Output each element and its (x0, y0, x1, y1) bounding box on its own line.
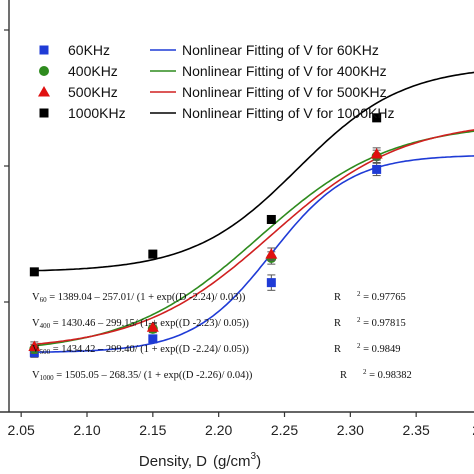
point-60KHz (148, 334, 158, 344)
legend-fit-label-1000KHz: Nonlinear Fitting of V for 1000KHz (182, 105, 394, 121)
x-axis-label-unit-exp: 3 (251, 451, 257, 462)
point-500KHz (370, 148, 383, 159)
point-500KHz (146, 321, 159, 332)
x-tick-label: 2.30 (337, 422, 364, 438)
point-60KHz (372, 164, 382, 174)
x-axis-label: Density, D (g/cm3) (139, 451, 261, 470)
fit-curves (34, 71, 474, 353)
x-tick-label: 2.25 (271, 422, 298, 438)
legend-fit-label-500KHz: Nonlinear Fitting of V for 500KHz (182, 84, 387, 100)
equation-1000: V1000 = 1505.05 – 268.35/ (1 + exp((D -2… (32, 370, 253, 382)
x-tick-label: 2.05 (8, 422, 35, 438)
data-points (28, 113, 383, 358)
x-tick-label: 2.4 (472, 422, 474, 438)
fit-line-500KHz (34, 129, 474, 345)
legend: 60KHz Nonlinear Fitting of V for 60KHz 400… (38, 42, 394, 121)
legend-label-60KHz: 60KHz (68, 42, 110, 58)
x-tick-label: 2.35 (403, 422, 430, 438)
point-1000KHz (29, 267, 39, 277)
x-tick-label: 2.10 (73, 422, 100, 438)
legend-fit-label-60KHz: Nonlinear Fitting of V for 60KHz (182, 42, 379, 58)
equation-500: V500 = 1434.42 – 299.40/ (1 + exp((D -2.… (32, 344, 249, 356)
equation-400: V400 = 1430.46 – 299.15/ (1 + exp((D -2.… (32, 318, 249, 330)
x-axis-label-unit-close: ) (256, 453, 261, 470)
fit-line-400KHz (34, 130, 474, 347)
legend-marker-1000KHz (39, 108, 49, 118)
fit-line-60KHz (34, 155, 474, 353)
legend-label-1000KHz: 1000KHz (68, 105, 126, 121)
x-axis-label-main: Density, D (139, 453, 207, 470)
fit-line-1000KHz (34, 71, 474, 272)
x-tick-label: 2.20 (205, 422, 232, 438)
legend-marker-500KHz (38, 86, 50, 97)
equation-60: V60 = 1389.04 – 257.01/ (1 + exp((D -2.2… (32, 292, 246, 304)
legend-label-500KHz: 500KHz (68, 84, 118, 100)
legend-label-400KHz: 400KHz (68, 63, 118, 79)
legend-marker-400KHz (39, 66, 49, 76)
point-1000KHz (148, 249, 158, 259)
point-500KHz (28, 340, 41, 352)
x-tick-label: 2.15 (139, 422, 166, 438)
legend-fit-label-400KHz: Nonlinear Fitting of V for 400KHz (182, 63, 387, 79)
point-60KHz (266, 278, 276, 288)
equation-annotations: V60 = 1389.04 – 257.01/ (1 + exp((D -2.2… (32, 290, 412, 382)
x-tick-labels: 2.05 2.10 2.15 2.20 2.25 2.30 2.35 2.4 (8, 412, 474, 438)
point-1000KHz (266, 214, 276, 224)
axes (0, 0, 474, 413)
point-1000KHz (372, 113, 382, 123)
x-axis-label-unit: (g/cm (213, 453, 251, 470)
legend-marker-60KHz (39, 45, 49, 55)
point-500KHz (265, 248, 278, 259)
